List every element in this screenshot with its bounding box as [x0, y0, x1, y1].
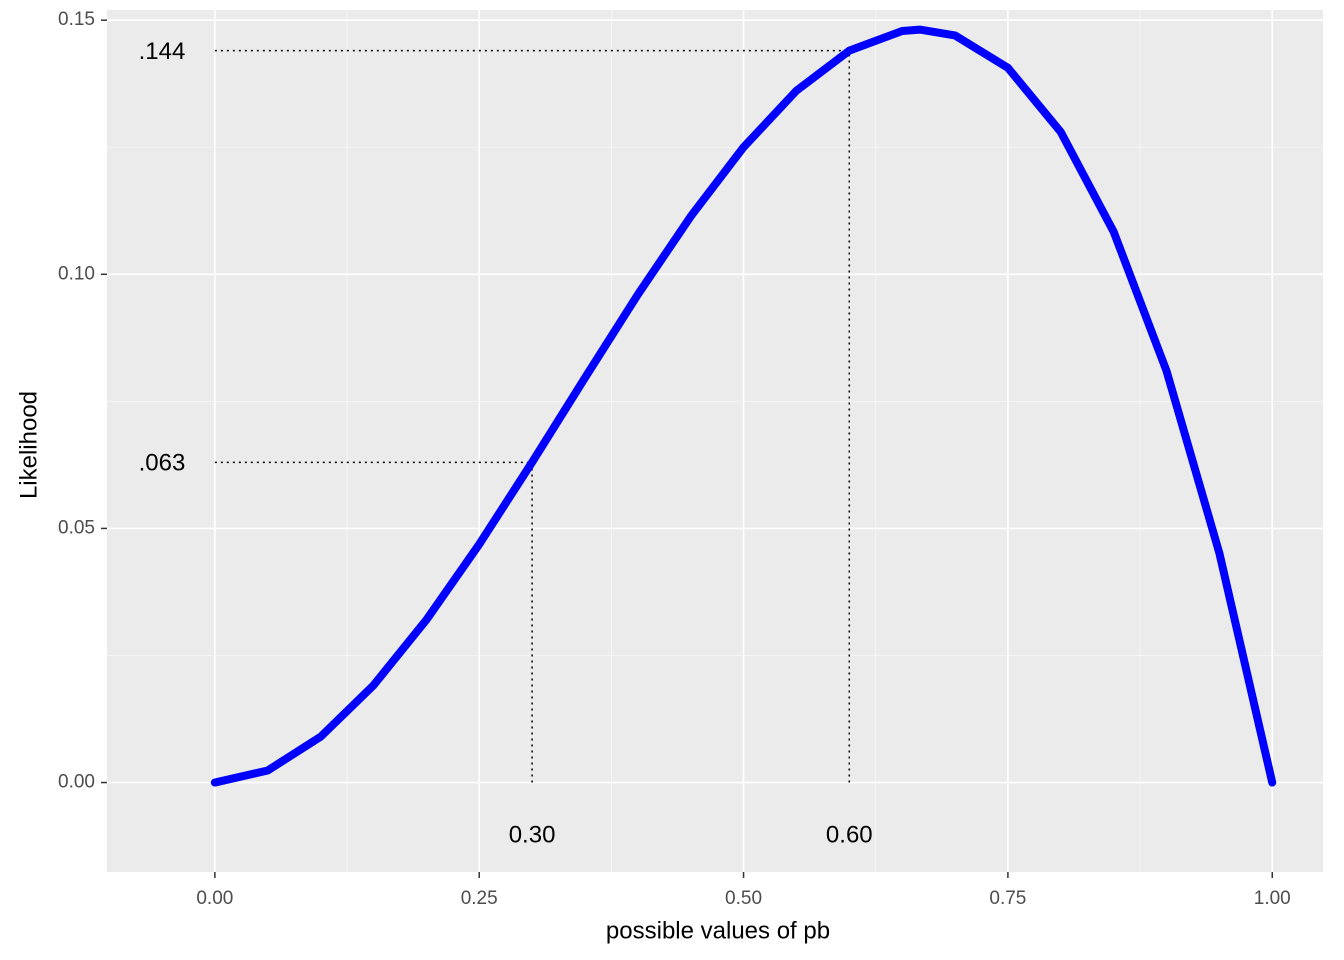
y-axis-title: Likelihood — [15, 391, 42, 499]
x-tick-label: 0.25 — [461, 888, 498, 909]
x-tick-label: 0.75 — [989, 888, 1026, 909]
annotation-label: .144 — [139, 38, 186, 65]
x-tick-label: 1.00 — [1254, 888, 1291, 909]
annotation-label: .063 — [139, 450, 186, 477]
y-tick-label: 0.10 — [58, 263, 95, 284]
x-tick-label: 0.50 — [725, 888, 762, 909]
panel — [107, 10, 1323, 872]
annotation-label: 0.60 — [826, 821, 873, 848]
curve — [210, 25, 1277, 787]
y-tick-label: 0.05 — [58, 517, 95, 538]
y-tick-label: 0.15 — [58, 9, 95, 30]
x-tick-label: 0.00 — [196, 888, 233, 909]
x-axis-title: possible values of pb — [606, 917, 830, 944]
annotation-label: 0.30 — [509, 821, 556, 848]
y-tick-label: 0.00 — [58, 772, 95, 793]
